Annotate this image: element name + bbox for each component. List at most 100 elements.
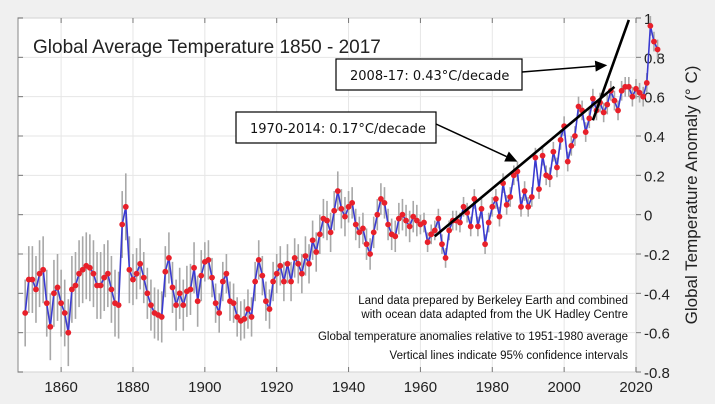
data-notes: Land data prepared by Berkeley Earth and…: [318, 295, 628, 362]
data-point: [356, 229, 363, 236]
data-point: [589, 95, 596, 102]
data-point: [291, 255, 298, 261]
annotation-2008-17: 2008-17: 0.43°C/decade: [335, 58, 608, 91]
data-point: [51, 290, 57, 297]
data-point: [86, 264, 93, 271]
data-point: [65, 329, 72, 336]
data-point: [510, 172, 517, 179]
data-point: [629, 93, 636, 100]
data-point: [263, 298, 269, 305]
x-tick-label: 1920: [260, 379, 293, 396]
x-tick-label: 2000: [547, 379, 580, 396]
data-point: [306, 260, 312, 267]
annotation-arrow: [435, 123, 507, 158]
data-point: [521, 188, 528, 194]
data-point: [554, 164, 560, 171]
data-point: [270, 278, 277, 285]
data-point: [395, 215, 402, 222]
data-point: [302, 253, 309, 259]
data-point: [133, 270, 140, 277]
data-point: [611, 97, 618, 104]
data-point: [316, 231, 323, 238]
y-tick-label: -0.2: [644, 247, 670, 264]
data-point: [104, 270, 111, 277]
data-point: [209, 274, 215, 281]
annotation-1970-2014: 1970-2014: 0.17°C/decade: [235, 111, 518, 162]
data-point: [334, 188, 341, 194]
data-point: [313, 249, 320, 255]
note-line: Vertical lines indicate 95% confidence i…: [390, 350, 629, 362]
data-point: [615, 107, 621, 114]
data-point: [392, 233, 399, 240]
data-point: [324, 217, 330, 224]
data-point: [421, 219, 427, 226]
data-point: [298, 270, 305, 277]
note-line: with ocean data adapted from the UK Hadl…: [360, 309, 628, 321]
data-point: [191, 264, 197, 271]
data-point: [572, 133, 578, 139]
data-point: [374, 211, 381, 218]
note-line: Global temperature anomalies relative to…: [318, 331, 628, 343]
data-point: [349, 199, 356, 206]
data-point: [115, 302, 122, 309]
y-tick-label: 0.2: [644, 168, 665, 185]
data-point: [148, 302, 154, 309]
data-point: [428, 231, 435, 238]
data-point: [36, 270, 43, 277]
data-markers: [22, 22, 661, 336]
y-tick-label: 0.6: [644, 90, 665, 107]
data-point: [586, 115, 593, 122]
data-point: [467, 223, 474, 230]
x-tick-label: 1860: [44, 379, 77, 396]
data-point: [399, 211, 406, 218]
data-point: [528, 194, 535, 200]
data-point: [47, 323, 54, 330]
data-point: [377, 196, 384, 202]
data-point: [654, 46, 661, 53]
x-tick-label: 1960: [404, 379, 437, 396]
data-point: [604, 101, 611, 108]
data-point: [478, 205, 485, 212]
data-point: [431, 227, 438, 234]
data-point: [345, 203, 352, 210]
data-point: [406, 223, 413, 230]
x-tick-label: 1900: [188, 379, 221, 396]
data-point: [439, 241, 445, 248]
y-tick-label: -0.6: [644, 326, 670, 343]
data-point: [492, 196, 499, 202]
x-tick-label: 1940: [332, 379, 365, 396]
x-tick-label: 1980: [476, 379, 509, 396]
data-point: [255, 257, 262, 263]
data-point: [338, 205, 345, 212]
data-point: [277, 262, 284, 269]
data-point: [496, 213, 503, 220]
data-point: [539, 152, 546, 159]
data-point: [651, 38, 657, 45]
data-point: [342, 213, 348, 220]
annotation-box: [335, 58, 523, 91]
data-point: [126, 266, 133, 273]
annotation-arrow: [521, 65, 596, 73]
data-point: [122, 203, 129, 210]
trend-line: [433, 85, 616, 238]
data-point: [241, 316, 248, 322]
data-point: [79, 266, 86, 273]
data-point: [273, 270, 280, 277]
data-point: [259, 272, 266, 279]
data-point: [205, 257, 212, 263]
data-point: [457, 219, 463, 226]
data-point: [381, 199, 388, 206]
data-point: [158, 314, 165, 320]
data-point: [557, 137, 564, 143]
data-point: [284, 260, 291, 267]
data-point: [61, 310, 68, 316]
data-point: [367, 251, 374, 257]
y-axis-label: Global Temperature Anomaly (° C): [682, 66, 701, 325]
data-point: [280, 278, 287, 285]
data-point: [309, 237, 316, 244]
data-point: [216, 310, 223, 316]
data-point: [101, 274, 108, 281]
data-point: [72, 282, 79, 289]
